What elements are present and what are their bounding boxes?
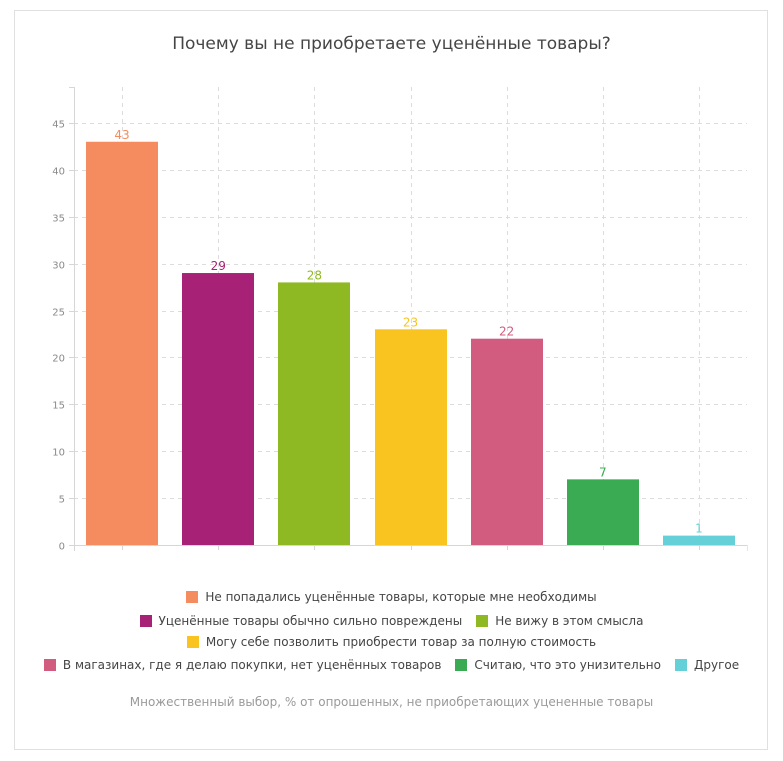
chart-title: Почему вы не приобретаете уценённые това… (172, 34, 611, 54)
legend-label: Другое (693, 657, 740, 672)
bar (278, 282, 350, 545)
y-tick-label: 10 (52, 448, 65, 459)
legend-swatch (139, 614, 152, 627)
legend-label: Уценённые товары обычно сильно поврежден… (158, 613, 463, 628)
legend-item[interactable]: Не вижу в этом смысла (476, 614, 643, 628)
legend-row: Уценённые товары обычно сильно поврежден… (0, 609, 783, 632)
axes: 0 5 10 15 20 25 30 35 40 45 (52, 87, 748, 553)
legend-swatch (674, 658, 687, 671)
y-tick-label: 20 (52, 354, 65, 365)
legend-item[interactable]: Не попадались уценённые товары, которые … (186, 590, 597, 605)
legend-item[interactable]: Могу себе позволить приобрести товар за … (186, 635, 597, 650)
y-tick-label: 40 (52, 167, 65, 178)
y-tick-label: 5 (59, 495, 65, 506)
bars (86, 141, 735, 545)
legend-swatch (43, 658, 56, 671)
legend-swatch (186, 636, 199, 649)
legend-row: Могу себе позволить приобрести товар за … (0, 631, 783, 654)
legend-label: Могу себе позволить приобрести товар за … (205, 635, 597, 650)
legend-swatch (186, 591, 199, 604)
y-tick-label: 45 (52, 120, 65, 131)
bar (663, 535, 735, 545)
bar-value-label: 22 (499, 325, 514, 339)
legend-row: Не попадались уценённые товары, которые … (0, 586, 783, 609)
legend-item[interactable]: В магазинах, где я делаю покупки, нет уц… (43, 657, 442, 672)
bar (86, 141, 158, 545)
chart-legend: Не попадались уценённые товары, которые … (0, 586, 783, 676)
bar-value-label: 7 (599, 465, 607, 479)
y-tick-label: 15 (52, 401, 65, 412)
bar (567, 479, 639, 545)
bar-value-label: 28 (307, 268, 322, 282)
legend-item[interactable]: Считаю, что это унизительно (455, 658, 661, 672)
y-tick-label: 0 (59, 542, 65, 553)
legend-row: В магазинах, где я делаю покупки, нет уц… (0, 654, 783, 677)
legend-label: В магазинах, где я делаю покупки, нет уц… (62, 657, 442, 672)
legend-label: Не попадались уценённые товары, которые … (205, 590, 597, 605)
bar-value-label: 1 (695, 522, 703, 536)
bar (471, 338, 543, 545)
bar-value-label: 43 (114, 128, 129, 142)
legend-swatch (455, 658, 468, 671)
legend-item[interactable]: Уценённые товары обычно сильно поврежден… (139, 613, 463, 628)
y-tick-label: 30 (52, 261, 65, 272)
bar-value-label: 23 (403, 315, 418, 329)
legend-label: Считаю, что это унизительно (474, 657, 661, 672)
bar (182, 273, 254, 545)
legend-swatch (476, 614, 489, 627)
y-tick-label: 25 (52, 308, 65, 319)
bar (375, 329, 447, 545)
legend-label: Не вижу в этом смысла (495, 613, 644, 628)
legend-item[interactable]: Другое (674, 657, 740, 672)
bar-value-label: 29 (211, 259, 226, 273)
y-tick-label: 35 (52, 214, 65, 225)
chart-frame (14, 10, 768, 750)
chart-footnote: Множественный выбор, % от опрошенных, не… (129, 695, 654, 709)
data-labels: 43 29 28 23 22 7 1 (114, 128, 702, 536)
